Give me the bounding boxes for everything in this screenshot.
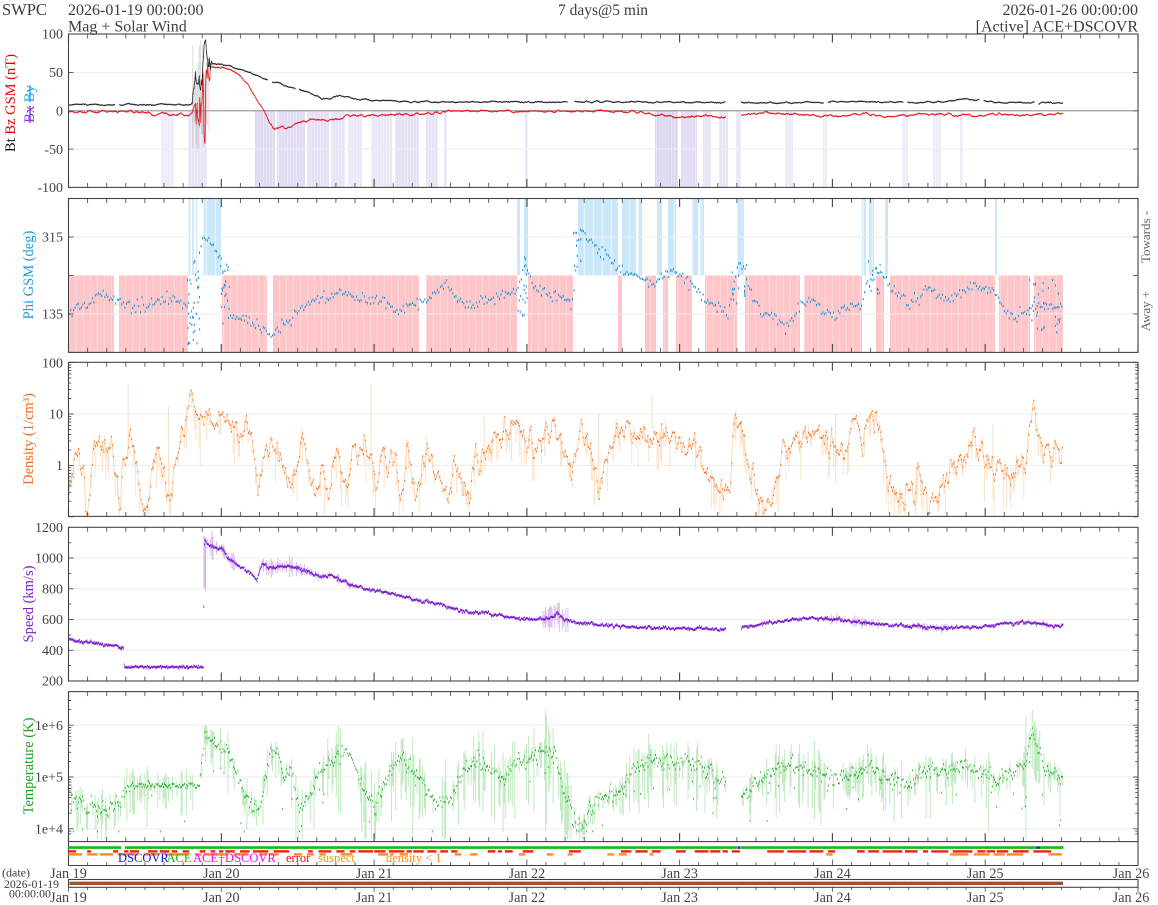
svg-text:200: 200 [42,675,63,690]
svg-text:-50: -50 [44,143,63,158]
svg-text:error: error [286,851,311,865]
svg-text:ACE: ACE [167,851,192,865]
svg-text:ACE+DSCOVR: ACE+DSCOVR [193,851,276,865]
svg-text:Jan 20: Jan 20 [203,866,240,882]
svg-text:-100: -100 [37,181,63,196]
svg-text:2026-01-19 00:00:00: 2026-01-19 00:00:00 [68,2,204,19]
svg-text:Bx By: Bx By [22,85,38,123]
svg-text:50: 50 [49,66,63,81]
svg-text:Density (1/cm³): Density (1/cm³) [21,393,37,485]
svg-text:1e+5: 1e+5 [35,771,63,786]
svg-text:2026-01-19: 2026-01-19 [4,877,59,891]
svg-text:135: 135 [42,308,63,323]
svg-text:density < 1: density < 1 [386,851,442,865]
svg-text:Towards -: Towards - [1138,211,1153,263]
svg-text:Jan 25: Jan 25 [967,866,1004,882]
svg-text:100: 100 [42,28,63,43]
svg-text:Jan 24: Jan 24 [814,890,851,905]
svg-text:[Active] ACE+DSCOVR: [Active] ACE+DSCOVR [976,19,1139,36]
svg-text:Jan 26: Jan 26 [1113,890,1150,905]
svg-text:Jan 19: Jan 19 [50,890,87,905]
svg-text:Jan 23: Jan 23 [661,866,698,882]
svg-text:Jan 23: Jan 23 [661,890,698,905]
svg-text:suspect: suspect [318,851,355,865]
svg-text:Jan 20: Jan 20 [203,890,240,905]
svg-text:DSCOVR: DSCOVR [118,851,169,865]
svg-text:1e+6: 1e+6 [35,719,63,734]
svg-text:Speed (km/s): Speed (km/s) [21,565,37,642]
svg-text:1200: 1200 [35,521,63,536]
svg-text:1000: 1000 [35,552,63,567]
svg-text:Jan 26: Jan 26 [1113,866,1150,882]
svg-text:1e+4: 1e+4 [35,823,63,838]
svg-text:100: 100 [42,356,63,371]
svg-text:2026-01-26 00:00:00: 2026-01-26 00:00:00 [1002,2,1138,19]
svg-text:10: 10 [49,408,63,423]
svg-text:(date): (date) [2,866,30,880]
svg-text:Jan 24: Jan 24 [814,866,851,882]
svg-text:Jan 21: Jan 21 [356,866,393,882]
svg-text:Bt Bz GSM (nT): Bt Bz GSM (nT) [3,54,19,152]
svg-text:7 days@5 min: 7 days@5 min [558,2,648,19]
svg-text:1: 1 [56,459,63,474]
svg-text:Jan 25: Jan 25 [967,890,1004,905]
svg-text:SWPC: SWPC [2,0,47,19]
svg-text:800: 800 [42,583,63,598]
svg-text:Away +: Away + [1138,291,1153,331]
svg-text:Phi GSM (deg): Phi GSM (deg) [21,231,37,320]
svg-text:Jan 21: Jan 21 [356,890,393,905]
svg-text:400: 400 [42,644,63,659]
svg-text:Jan 22: Jan 22 [509,890,546,905]
svg-text:Jan 22: Jan 22 [509,866,546,882]
svg-text:600: 600 [42,613,63,628]
svg-text:Mag + Solar Wind: Mag + Solar Wind [68,19,187,36]
svg-text:Jan 19: Jan 19 [50,866,87,882]
svg-text:Temperature (K): Temperature (K) [21,717,37,814]
svg-text:315: 315 [42,231,63,246]
svg-text:00:00:00: 00:00:00 [9,887,51,901]
svg-text:0: 0 [56,105,63,120]
